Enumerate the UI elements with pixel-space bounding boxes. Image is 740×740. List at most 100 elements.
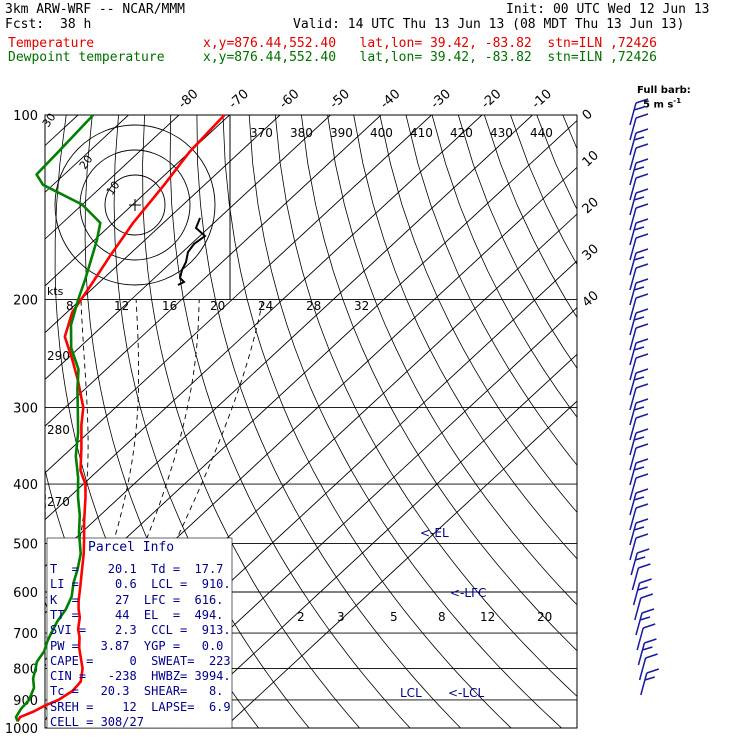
wind-barb — [629, 533, 649, 561]
hodograph-trace — [177, 217, 207, 286]
parcel-info-title: Parcel Info — [88, 540, 175, 555]
theta-side-label: 290 — [47, 349, 70, 363]
isotherm-line — [45, 115, 331, 380]
barb-legend-unit-exponent: -1 — [673, 97, 682, 105]
wind-barb — [629, 293, 649, 321]
wind-barb — [629, 353, 649, 381]
temperature-legend: Temperature — [8, 36, 95, 51]
parcel-info-row: CELL = 308/27 — [50, 715, 144, 729]
model-title: 3km ARW-WRF -- NCAR/MMM — [5, 2, 186, 17]
isotherm-line — [122, 306, 577, 728]
lcl-marker: LCL — [400, 686, 422, 700]
temperature-tick-label: 20 — [580, 195, 602, 217]
parcel-info-row: Tc = 20.3 SHEAR= 8. — [50, 684, 224, 699]
dry-adiabat-line — [142, 115, 360, 728]
mixing-ratio-label: 5 — [390, 610, 398, 624]
dewpoint-station-info: x,y=876.44,552.40 lat,lon= 39.42, -83.82… — [203, 50, 657, 65]
temperature-tick-label: 40 — [580, 288, 602, 310]
temperature-tick-label: 0 — [580, 107, 596, 124]
moist-adiabat-line — [61, 299, 200, 728]
wind-barb — [629, 488, 649, 516]
wind-barb — [629, 188, 649, 216]
theta-label: 420 — [450, 126, 473, 140]
wind-barb — [636, 623, 656, 651]
isotherm-line — [45, 115, 180, 240]
theta-label: 410 — [410, 126, 433, 140]
isotherm-line — [45, 119, 577, 614]
moist-adiabat-label: 28 — [306, 299, 321, 313]
moist-adiabat-label: 12 — [114, 299, 129, 313]
isotherm-line — [45, 115, 432, 474]
wind-barb — [629, 218, 649, 246]
wind-barb — [631, 563, 651, 591]
wind-barb — [638, 653, 658, 681]
valid-time: Valid: 14 UTC Thu 13 Jun 13 (08 MDT Thu … — [293, 17, 685, 32]
hodograph-ring — [79, 149, 191, 261]
dry-adiabat-line — [431, 115, 577, 418]
barb-legend-line-2: 5 m s — [643, 99, 674, 111]
wind-barb — [629, 518, 649, 546]
dry-adiabat-line — [405, 115, 577, 466]
mixing-ratio-label: 12 — [480, 610, 495, 624]
hodograph-ring — [54, 124, 216, 286]
ccl-marker: <-LCL — [448, 686, 484, 700]
parcel-info-row: T = 20.1 Td = 17.7 — [50, 562, 224, 576]
pressure-tick-label: 300 — [13, 401, 38, 416]
diagram-grid — [0, 115, 577, 729]
pressure-tick-label: 200 — [13, 294, 38, 309]
temperature-tick-label: 10 — [580, 148, 602, 170]
forecast-hours: 38 h — [60, 17, 92, 32]
temperature-tick-label: -20 — [479, 87, 505, 112]
dry-adiabat-line — [222, 115, 512, 728]
dry-adiabat-line — [301, 115, 577, 652]
hodograph-ring-label: 20 — [77, 153, 96, 172]
parcel-info-row: LI = 0.6 LCL = 910. — [50, 577, 231, 592]
dewpoint-legend: Dewpoint temperature — [8, 50, 165, 65]
moist-adiabat-label: 20 — [210, 299, 225, 313]
forecast-label: Fcst: — [5, 17, 45, 32]
pressure-tick-label: 400 — [13, 478, 38, 493]
dry-adiabat-line — [379, 115, 577, 513]
wind-barb — [629, 398, 649, 426]
dry-adiabat-line — [510, 115, 577, 266]
isotherm-line — [45, 115, 533, 568]
isotherm-line — [45, 115, 483, 521]
wind-barb — [634, 593, 654, 621]
pressure-tick-label: 100 — [13, 109, 38, 124]
wind-barb — [629, 323, 649, 351]
isotherm-line — [223, 400, 577, 728]
wind-barb — [629, 473, 649, 501]
isotherm-line — [45, 115, 281, 334]
wind-barb — [629, 233, 649, 261]
sounding-profiles — [14, 114, 226, 722]
wind-barb — [629, 383, 649, 411]
wind-barb — [629, 248, 649, 276]
wind-barb — [630, 548, 650, 576]
wind-barb — [640, 668, 660, 696]
dry-adiabat-line — [274, 115, 577, 697]
isotherm-line — [173, 353, 577, 728]
wind-barb — [629, 98, 649, 126]
dry-adiabat-line — [0, 115, 6, 728]
theta-label: 390 — [330, 126, 353, 140]
moist-adiabat-label: 16 — [162, 299, 177, 313]
wind-barb — [629, 278, 649, 306]
pressure-tick-label: 900 — [13, 694, 38, 709]
temperature-tick-label: -40 — [378, 87, 404, 112]
moist-adiabat-line — [0, 300, 9, 729]
wind-barb — [629, 368, 649, 396]
wind-barb — [629, 143, 649, 171]
wind-barb — [629, 503, 649, 531]
parcel-info-row: K = 27 LFC = 616. — [50, 592, 224, 607]
parcel-info-row: CAPE = 0 SWEAT= 223 — [50, 653, 231, 668]
parcel-info-row: TT = 44 EL = 494. — [50, 607, 224, 622]
dry-adiabat-line — [169, 115, 411, 728]
wind-barb — [629, 128, 649, 156]
pressure-tick-label: 700 — [13, 627, 38, 642]
temperature-tick-label: -80 — [176, 87, 202, 112]
hodograph-ring — [104, 174, 166, 236]
temperature-tick-label: -70 — [226, 87, 252, 112]
plot-border — [44, 114, 578, 729]
